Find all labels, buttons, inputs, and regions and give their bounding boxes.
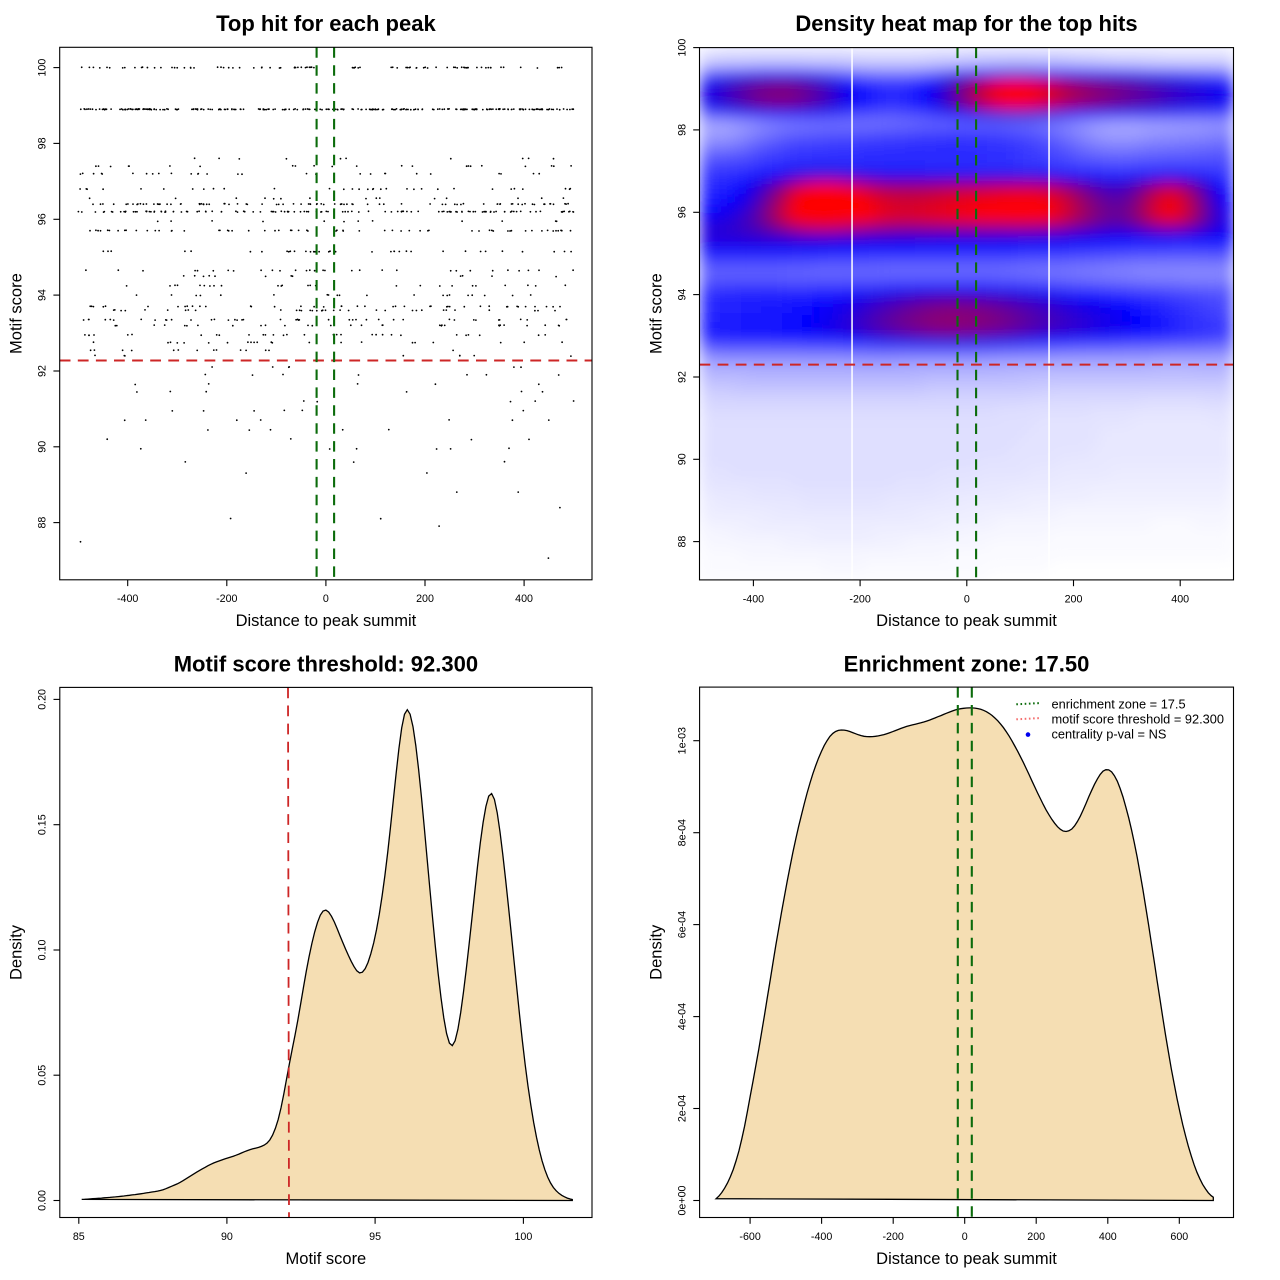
svg-text:-200: -200 [849,593,870,605]
svg-text:Motif score: Motif score [648,273,666,354]
svg-text:600: 600 [1170,1231,1188,1243]
svg-text:0: 0 [323,593,329,605]
svg-text:enrichment zone = 17.5: enrichment zone = 17.5 [1052,697,1186,712]
svg-text:0: 0 [964,593,970,605]
svg-text:90: 90 [37,441,49,453]
svg-text:Distance to peak summit: Distance to peak summit [876,1250,1057,1268]
svg-text:0.00: 0.00 [37,1190,49,1211]
svg-text:0.20: 0.20 [37,689,49,710]
svg-text:200: 200 [1027,1231,1045,1243]
svg-text:96: 96 [676,206,688,218]
svg-text:400: 400 [1099,1231,1117,1243]
svg-text:Motif score: Motif score [286,1250,367,1268]
svg-text:88: 88 [676,536,688,548]
svg-text:100: 100 [37,59,49,77]
svg-text:Top hit for each peak: Top hit for each peak [216,11,436,36]
svg-text:0: 0 [962,1231,968,1243]
svg-text:8e-04: 8e-04 [676,819,688,846]
svg-text:92: 92 [676,371,688,383]
svg-text:Density: Density [8,924,26,980]
svg-text:90: 90 [221,1231,233,1243]
svg-text:Distance to peak summit: Distance to peak summit [876,612,1057,630]
svg-text:-200: -200 [216,593,237,605]
svg-text:85: 85 [73,1231,85,1243]
svg-text:400: 400 [515,593,533,605]
svg-text:Density heat map for the top h: Density heat map for the top hits [795,11,1137,36]
svg-text:94: 94 [676,289,688,301]
svg-text:-400: -400 [117,593,138,605]
svg-text:-200: -200 [882,1231,903,1243]
svg-text:6e-04: 6e-04 [676,911,688,938]
svg-text:0.05: 0.05 [37,1065,49,1086]
svg-text:Enrichment zone: 17.50: Enrichment zone: 17.50 [844,651,1090,676]
svg-text:90: 90 [676,453,688,465]
svg-text:98: 98 [37,137,49,149]
svg-text:100: 100 [514,1231,532,1243]
svg-text:Density: Density [648,924,666,980]
svg-text:94: 94 [37,289,49,301]
svg-text:98: 98 [676,124,688,136]
svg-text:200: 200 [416,593,434,605]
svg-text:motif score threshold = 92.300: motif score threshold = 92.300 [1052,712,1225,727]
svg-text:Distance to peak summit: Distance to peak summit [236,612,417,630]
svg-text:95: 95 [369,1231,381,1243]
svg-text:96: 96 [37,213,49,225]
svg-text:88: 88 [37,517,49,529]
svg-text:0.10: 0.10 [37,940,49,961]
svg-text:Motif score threshold: 92.300: Motif score threshold: 92.300 [174,651,478,676]
svg-text:400: 400 [1171,593,1189,605]
svg-text:0e+00: 0e+00 [676,1185,688,1215]
svg-text:100: 100 [676,39,688,57]
svg-text:-400: -400 [811,1231,832,1243]
svg-text:92: 92 [37,365,49,377]
svg-text:2e-04: 2e-04 [676,1095,688,1122]
svg-text:4e-04: 4e-04 [676,1003,688,1030]
svg-text:Motif score: Motif score [8,273,26,354]
svg-text:0.15: 0.15 [37,814,49,835]
svg-text:centrality p-val = NS: centrality p-val = NS [1052,727,1167,742]
svg-text:200: 200 [1065,593,1083,605]
svg-text:-600: -600 [739,1231,760,1243]
svg-text:1e-03: 1e-03 [676,727,688,754]
svg-text:-400: -400 [743,593,764,605]
